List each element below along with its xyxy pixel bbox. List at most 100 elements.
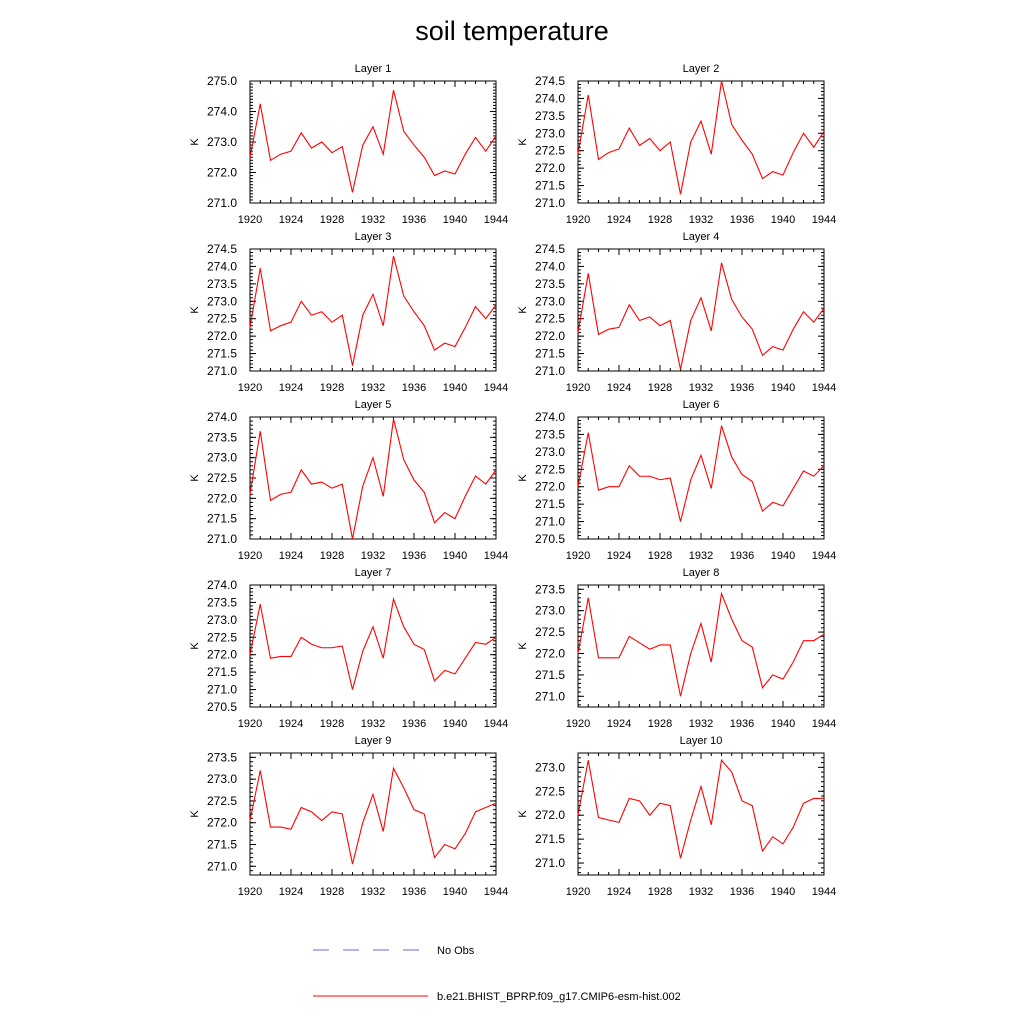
x-tick-label: 1928 <box>320 382 344 394</box>
y-tick-label: 272.0 <box>535 161 565 175</box>
x-tick-label: 1928 <box>648 550 672 562</box>
y-tick-label: 272.0 <box>207 166 237 180</box>
figure-title: soil temperature <box>415 16 609 46</box>
y-tick-label: 271.0 <box>535 856 565 870</box>
y-tick-label: 271.0 <box>207 532 237 546</box>
x-tick-label: 1924 <box>607 886 631 898</box>
x-tick-label: 1932 <box>361 886 385 898</box>
panel-layer-1: Layer 1 K 1920 1924 1928 1932 1936 1940 1944 271.… <box>189 63 508 226</box>
x-tick-label: 1920 <box>238 550 262 562</box>
x-tick-label: 1920 <box>238 382 262 394</box>
y-tick-label: 273.5 <box>535 427 565 441</box>
x-tick-label: 1920 <box>238 214 262 226</box>
y-axis-label: K <box>517 138 529 146</box>
x-tick-label: 1936 <box>730 214 754 226</box>
x-tick-label: 1944 <box>484 382 508 394</box>
y-tick-label: 271.0 <box>207 196 237 210</box>
panel-layer-5: Layer 5 K 1920 1924 1928 1932 1936 1940 1944 271.… <box>189 399 508 562</box>
panel-title: Layer 10 <box>680 735 723 747</box>
x-tick-label: 1944 <box>812 550 836 562</box>
x-tick-label: 1920 <box>238 886 262 898</box>
series-line <box>577 80 825 195</box>
panel-title: Layer 5 <box>355 399 392 411</box>
y-tick-label: 271.5 <box>535 497 565 511</box>
panel-frame <box>577 80 825 204</box>
x-tick-label: 1936 <box>402 550 426 562</box>
panel-frame <box>577 584 825 708</box>
x-tick-label: 1924 <box>607 214 631 226</box>
panel-title: Layer 7 <box>355 567 392 579</box>
panel-frame <box>577 416 825 540</box>
x-tick-label: 1944 <box>484 718 508 730</box>
legend-label-model: b.e21.BHIST_BPRP.f09_g17.CMIP6-esm-hist.… <box>437 991 681 1003</box>
x-tick-label: 1928 <box>320 886 344 898</box>
y-tick-label: 271.5 <box>535 347 565 361</box>
y-tick-label: 271.0 <box>535 515 565 529</box>
x-tick-label: 1944 <box>812 886 836 898</box>
x-tick-label: 1936 <box>402 382 426 394</box>
y-tick-label: 274.0 <box>207 105 237 119</box>
y-tick-label: 272.0 <box>535 646 565 660</box>
series-line <box>249 255 497 366</box>
y-tick-label: 273.5 <box>535 109 565 123</box>
y-tick-label: 274.5 <box>535 242 565 256</box>
panel-layer-2: Layer 2 K 1920 1924 1928 1932 1936 1940 1944 271.… <box>517 63 836 226</box>
panel-layer-3: Layer 3 K 1920 1924 1928 1932 1936 1940 1944 271.… <box>189 231 508 394</box>
x-tick-label: 1936 <box>402 214 426 226</box>
panel-layer-9: Layer 9 K 1920 1924 1928 1932 1936 1940 1944 271.… <box>189 735 508 898</box>
y-tick-label: 273.0 <box>207 613 237 627</box>
x-tick-label: 1936 <box>402 886 426 898</box>
x-tick-label: 1924 <box>279 718 303 730</box>
series-line <box>249 766 497 865</box>
x-tick-label: 1944 <box>812 718 836 730</box>
panel-frame <box>249 80 497 204</box>
y-tick-label: 273.0 <box>207 772 237 786</box>
y-tick-label: 271.0 <box>535 364 565 378</box>
x-tick-label: 1940 <box>443 214 467 226</box>
x-tick-label: 1924 <box>607 550 631 562</box>
y-tick-label: 273.0 <box>535 126 565 140</box>
y-tick-label: 270.5 <box>535 532 565 546</box>
y-tick-label: 273.5 <box>207 277 237 291</box>
panel-frame <box>249 752 497 876</box>
x-tick-label: 1920 <box>566 886 590 898</box>
y-axis-label: K <box>189 810 201 818</box>
y-tick-label: 273.0 <box>535 294 565 308</box>
y-tick-label: 271.5 <box>535 668 565 682</box>
x-tick-label: 1932 <box>361 382 385 394</box>
panel-title: Layer 1 <box>355 63 392 75</box>
panel-title: Layer 6 <box>683 399 720 411</box>
y-tick-label: 272.0 <box>207 491 237 505</box>
panel-layer-10: Layer 10 K 1920 1924 1928 1932 1936 1940 1944 271… <box>517 735 836 898</box>
y-axis-label: K <box>189 642 201 650</box>
y-tick-label: 270.5 <box>207 700 237 714</box>
y-tick-label: 274.0 <box>535 410 565 424</box>
x-tick-label: 1940 <box>443 382 467 394</box>
x-tick-label: 1928 <box>648 214 672 226</box>
y-tick-label: 272.5 <box>535 784 565 798</box>
x-tick-label: 1940 <box>771 886 795 898</box>
y-tick-label: 272.5 <box>207 471 237 485</box>
panel-layer-6: Layer 6 K 1920 1924 1928 1932 1936 1940 1944 270.… <box>517 399 836 562</box>
x-tick-label: 1944 <box>812 382 836 394</box>
x-tick-label: 1924 <box>279 214 303 226</box>
y-tick-label: 272.0 <box>207 329 237 343</box>
panel-title: Layer 2 <box>683 63 720 75</box>
y-tick-label: 273.0 <box>535 604 565 618</box>
x-tick-label: 1936 <box>402 718 426 730</box>
y-tick-label: 273.0 <box>207 451 237 465</box>
series-line <box>249 596 497 690</box>
x-tick-label: 1936 <box>730 886 754 898</box>
x-tick-label: 1932 <box>361 718 385 730</box>
x-tick-label: 1932 <box>689 214 713 226</box>
y-tick-label: 272.0 <box>207 648 237 662</box>
panel-frame <box>577 248 825 372</box>
y-tick-label: 274.0 <box>207 259 237 273</box>
y-tick-label: 272.5 <box>535 144 565 158</box>
y-tick-label: 274.0 <box>535 91 565 105</box>
x-tick-label: 1944 <box>484 550 508 562</box>
y-tick-label: 272.5 <box>207 630 237 644</box>
y-axis-label: K <box>517 474 529 482</box>
panel-title: Layer 9 <box>355 735 392 747</box>
